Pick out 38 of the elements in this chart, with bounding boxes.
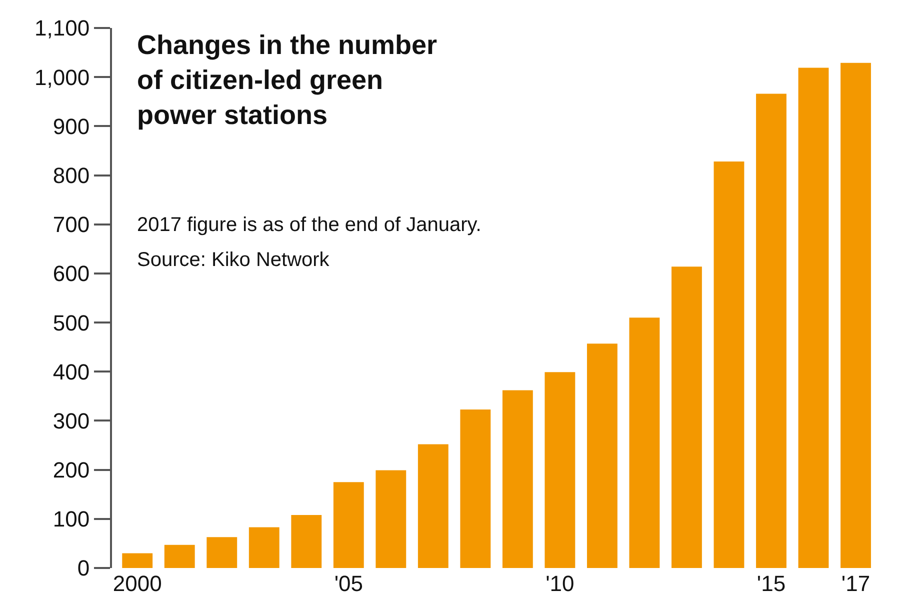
- bar: [376, 470, 406, 568]
- y-tick-label: 300: [52, 408, 90, 434]
- bar: [206, 537, 238, 568]
- y-tick-label: 0: [77, 556, 90, 581]
- bar: [798, 68, 829, 568]
- y-tick-label: 400: [52, 359, 90, 384]
- bar: [122, 553, 153, 568]
- y-tick-label: 800: [52, 162, 90, 188]
- y-tick-label: 600: [52, 261, 90, 286]
- bar: [544, 372, 576, 568]
- bar: [333, 482, 364, 568]
- bar: [502, 390, 533, 568]
- bar: [672, 266, 702, 568]
- y-tick-label: 900: [52, 114, 90, 139]
- x-tick-label: '15: [756, 571, 786, 596]
- bar: [586, 344, 618, 568]
- bar: [164, 544, 195, 568]
- x-tick-label: '17: [841, 571, 870, 596]
- bar: [460, 409, 491, 568]
- y-tick-label: 1,000: [34, 64, 90, 90]
- bar: [248, 527, 280, 568]
- x-tick-label: '10: [546, 571, 574, 596]
- y-tick-label: 700: [52, 212, 90, 238]
- annotation: Source: Kiko Network: [137, 249, 330, 271]
- bar: [291, 514, 322, 568]
- bar: [418, 444, 448, 568]
- bar: [629, 318, 660, 568]
- y-tick-label: 100: [52, 506, 90, 532]
- bar: [840, 62, 871, 568]
- y-tick-label: 500: [52, 310, 90, 336]
- bar: [756, 94, 786, 568]
- x-tick-label: 2000: [112, 571, 162, 596]
- text: Changes in the number of citizen-led green power stations: [137, 30, 438, 130]
- x-tick-label: '05: [334, 571, 363, 596]
- annotation: 2017 figure is as of the end of January.: [137, 214, 482, 236]
- bar: [714, 162, 744, 568]
- y-tick-label: 1,100: [34, 16, 90, 41]
- y-tick-label: 200: [52, 458, 90, 483]
